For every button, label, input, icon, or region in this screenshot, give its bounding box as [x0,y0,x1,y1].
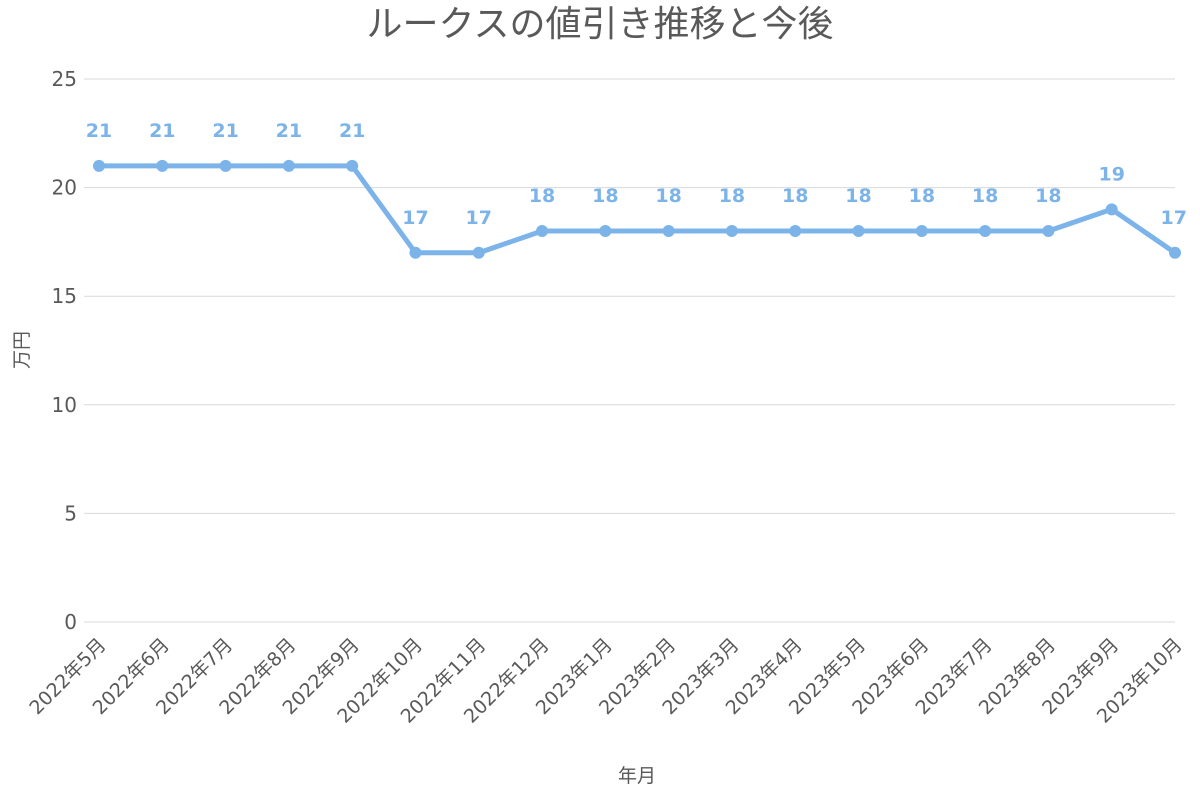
data-label: 18 [972,185,998,207]
data-label: 18 [1035,185,1061,207]
data-point [662,225,675,238]
y-tick-label: 10 [52,393,77,417]
gridlines [84,78,1175,623]
data-label: 19 [1098,163,1124,185]
data-label: 17 [466,207,492,229]
data-label: 17 [1161,207,1187,229]
data-label: 21 [149,120,175,142]
data-label: 21 [339,120,365,142]
data-point [1169,246,1181,259]
chart-title: ルークスの値引き推移と今後 [367,4,834,45]
data-label: 18 [655,185,681,207]
data-point [219,159,232,172]
data-point [852,225,865,238]
y-tick-label: 0 [64,610,77,634]
y-axis-ticks: 0 5 10 15 20 25 [52,67,77,634]
data-label: 21 [86,120,112,142]
data-label: 21 [212,120,238,142]
x-axis-label: 年月 [618,765,656,787]
data-point [282,159,295,172]
series-line [96,163,1178,256]
data-point [536,225,549,238]
data-point [346,159,359,172]
y-tick-label: 5 [64,501,77,525]
data-label: 18 [719,185,745,207]
data-label: 18 [592,185,618,207]
y-axis-label: 万円 [11,331,33,369]
data-point [93,159,105,172]
data-label: 18 [529,185,555,207]
y-tick-label: 20 [52,176,77,200]
data-labels: 21 21 21 21 21 17 17 18 18 18 18 18 18 18 18 18 19 17 [86,120,1187,229]
data-point [1105,203,1118,216]
data-point [156,159,169,172]
data-point [1042,225,1055,238]
data-point [725,225,738,238]
data-point [409,246,422,259]
data-label: 18 [782,185,808,207]
data-label: 18 [909,185,935,207]
data-label: 21 [276,120,302,142]
data-point [789,225,802,238]
data-point [599,225,612,238]
x-axis-ticks: 2022年5月2022年6月2022年7月2022年8月2022年9月2022年… [25,634,1186,728]
y-tick-label: 15 [52,284,77,308]
data-label: 18 [845,185,871,207]
data-point [472,246,485,259]
y-tick-label: 25 [52,67,77,91]
data-point [979,225,992,238]
data-point [915,225,928,238]
data-label: 17 [402,207,428,229]
series-layer [93,159,1181,259]
